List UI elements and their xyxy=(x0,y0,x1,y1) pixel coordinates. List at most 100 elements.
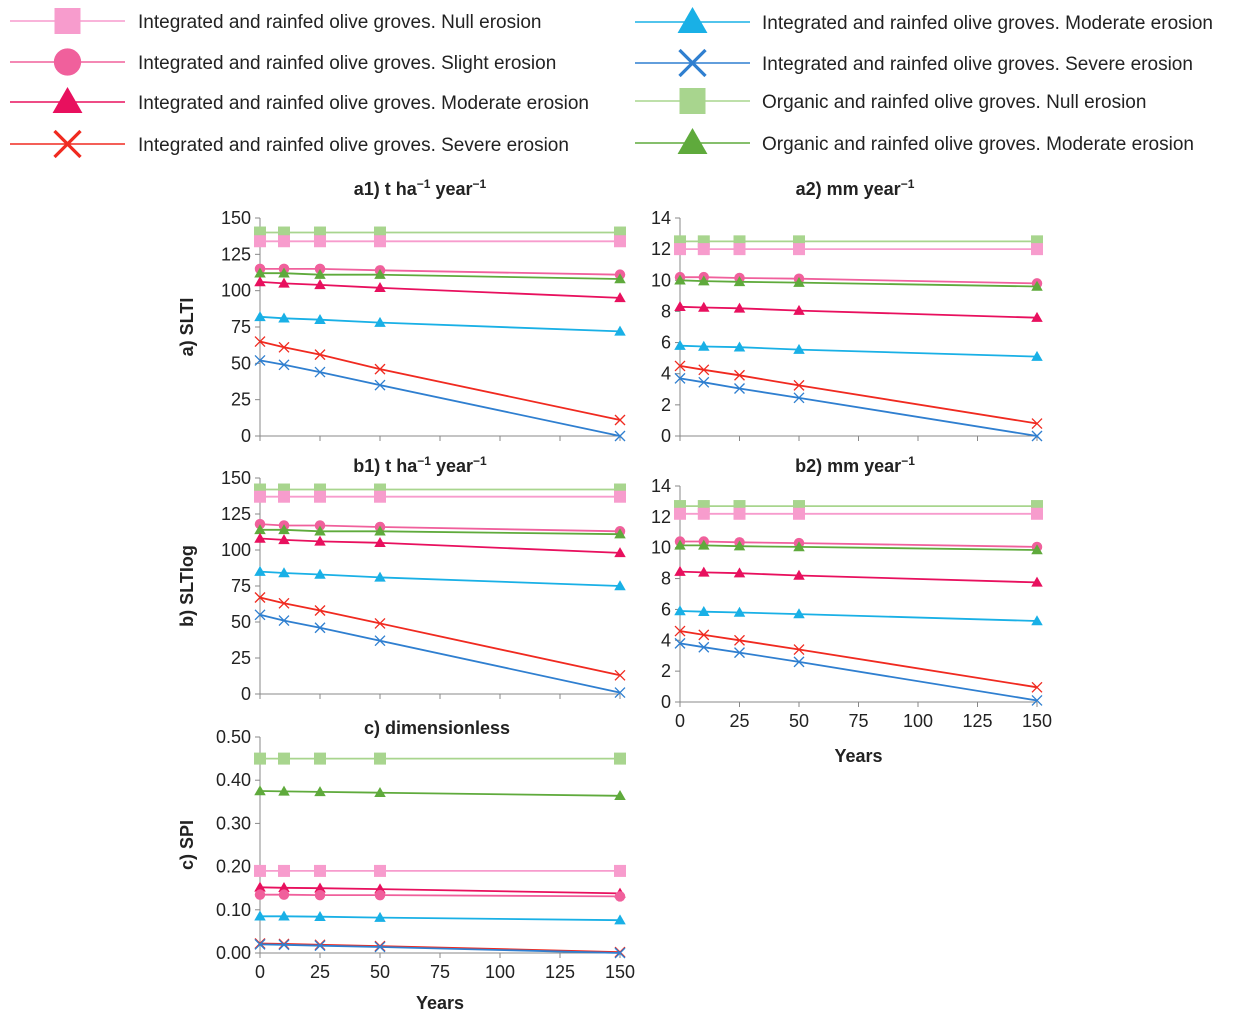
y-tick-label: 2 xyxy=(661,661,671,681)
data-point xyxy=(314,279,326,290)
data-point xyxy=(254,910,266,921)
data-point xyxy=(374,490,386,503)
x-tick-label: 50 xyxy=(789,711,809,731)
panel-title-main: b1) t ha xyxy=(353,456,418,476)
data-point xyxy=(314,864,326,877)
data-point xyxy=(1031,615,1043,626)
data-point xyxy=(1031,544,1043,555)
legend-entry: Integrated and rainfed olive groves. Nul… xyxy=(10,8,541,34)
series-line xyxy=(679,365,1038,425)
data-point xyxy=(1031,507,1043,520)
data-point xyxy=(674,565,686,576)
panel-title-main: b2) mm year xyxy=(795,456,901,476)
y-tick-label: 6 xyxy=(661,599,671,619)
data-point xyxy=(278,597,290,609)
y-tick-label: 0.40 xyxy=(216,770,251,790)
data-point xyxy=(1031,280,1043,291)
data-point xyxy=(278,864,290,877)
data-series xyxy=(254,276,626,303)
series-line xyxy=(260,915,621,922)
x-tick-label: 75 xyxy=(430,962,450,982)
data-series xyxy=(674,360,1043,430)
data-point xyxy=(374,282,386,293)
data-point xyxy=(614,947,626,959)
legend-label: Integrated and rainfed olive groves. Mod… xyxy=(138,93,589,114)
series-line xyxy=(259,886,621,895)
data-series xyxy=(254,864,626,877)
legend-marker xyxy=(53,129,82,159)
data-point xyxy=(374,617,386,629)
y-tick-label: 8 xyxy=(661,301,671,321)
data-point xyxy=(374,525,386,536)
y-tick-label: 125 xyxy=(221,244,251,264)
data-point xyxy=(697,507,710,520)
x-tick-label: 75 xyxy=(848,711,868,731)
panel-c: c) dimensionless 0.00 0.10 0.20 0.30 0.40 0.50… xyxy=(177,718,635,1013)
data-point xyxy=(254,518,266,530)
data-point xyxy=(314,535,326,546)
x-tick-label: 0 xyxy=(675,711,685,731)
data-point xyxy=(793,379,805,391)
data-point xyxy=(674,243,686,256)
data-point xyxy=(733,243,746,256)
data-point xyxy=(374,235,386,248)
data-point xyxy=(698,629,710,641)
data-point xyxy=(374,864,386,877)
data-series xyxy=(254,592,626,681)
y-tick-label: 14 xyxy=(651,208,671,228)
data-series xyxy=(254,532,626,558)
data-point xyxy=(278,615,290,627)
y-tick-label: 100 xyxy=(221,540,251,560)
data-point xyxy=(278,277,290,288)
data-point xyxy=(614,490,626,503)
panel-title-sup: −1 xyxy=(417,177,431,191)
panel-title-sup: −1 xyxy=(473,454,487,468)
series-line xyxy=(679,570,1038,584)
data-point xyxy=(674,605,686,616)
data-point xyxy=(254,864,266,877)
data-point xyxy=(674,339,686,350)
legend-marker xyxy=(677,7,708,34)
y-axis-label: a) SLTI xyxy=(177,298,197,357)
data-series xyxy=(254,609,626,699)
data-point xyxy=(734,647,745,659)
data-series xyxy=(674,637,1043,706)
data-point xyxy=(254,752,266,765)
legend-label: Integrated and rainfed olive groves. Nul… xyxy=(138,12,541,33)
data-point xyxy=(374,889,386,901)
series-line xyxy=(679,610,1038,622)
data-point xyxy=(793,392,805,404)
data-point xyxy=(278,341,290,353)
legend-marker xyxy=(53,48,82,76)
data-point xyxy=(733,341,746,352)
panel-title: b1) t ha−1 year−1 xyxy=(353,454,487,476)
data-series xyxy=(254,889,626,902)
data-point xyxy=(314,786,326,797)
data-point xyxy=(614,325,626,336)
series-line xyxy=(259,613,621,694)
legend-entry: Integrated and rainfed olive groves. Mod… xyxy=(10,87,589,114)
data-point xyxy=(254,267,266,278)
data-point xyxy=(1031,350,1043,361)
data-series xyxy=(254,785,626,801)
legend-label: Organic and rainfed olive groves. Null e… xyxy=(762,92,1146,113)
data-point xyxy=(278,889,290,900)
data-point xyxy=(698,301,710,312)
data-point xyxy=(733,540,746,551)
y-tick-label: 0 xyxy=(661,692,671,712)
data-point xyxy=(697,243,710,256)
x-tick-label: 100 xyxy=(903,711,933,731)
legend-entry: Integrated and rainfed olive groves. Sli… xyxy=(10,48,556,76)
data-point xyxy=(374,635,386,647)
y-tick-label: 8 xyxy=(661,569,671,589)
data-point xyxy=(374,911,386,922)
data-point xyxy=(698,376,710,388)
data-point xyxy=(1031,681,1043,693)
data-point xyxy=(1031,311,1043,322)
legend: Integrated and rainfed olive groves. Nul… xyxy=(10,7,1213,159)
panel-title-sup: −1 xyxy=(473,177,487,191)
y-tick-label: 14 xyxy=(651,476,671,496)
data-point xyxy=(254,532,266,543)
data-point xyxy=(614,891,626,902)
